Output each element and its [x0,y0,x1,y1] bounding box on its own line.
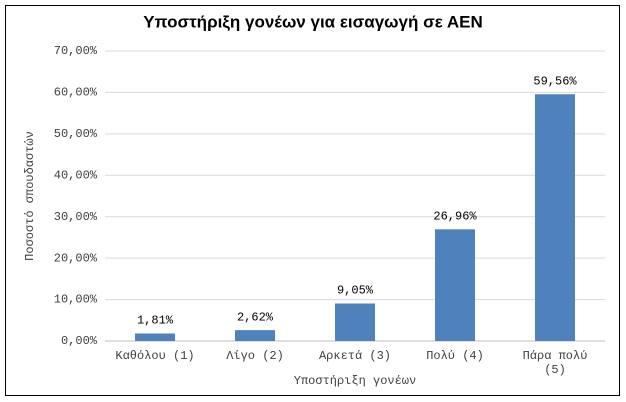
x-tick-label: Καθόλου (1) [115,349,195,363]
x-tick-label: Αρκετά (3) [318,349,391,363]
x-tick-label: Λίγο (2) [226,349,284,363]
y-tick-label: 70,00% [54,44,98,58]
x-tick-label-box: Καθόλου (1) [115,349,195,363]
data-label: 9,05% [337,284,374,298]
data-label: 59,56% [533,74,577,88]
chart-border [5,5,620,396]
x-tick-label-box: Λίγο (2) [226,349,284,363]
y-tick-label: 60,00% [54,86,98,100]
data-label: 2,62% [237,310,274,324]
bar [335,303,375,341]
x-axis-label: Υποστήριξη γονέων [294,374,416,388]
y-axis-label: Ποσοστό σπουδαστών [23,131,37,261]
x-tick-label: Πολύ (4) [426,349,484,363]
x-tick-label-box: Αρκετά (3) [318,349,391,363]
x-tick-label-box: Πάρα πολύ (5) [522,349,588,377]
bar [235,330,275,341]
x-tick-label-box: Πολύ (4) [426,349,484,363]
y-tick-label: 30,00% [54,210,98,224]
y-tick-label: 40,00% [54,168,98,182]
bar [435,229,475,341]
y-tick-label: 10,00% [54,293,98,307]
y-tick-label: 50,00% [54,127,98,141]
x-tick-label: Πάρα πολύ (5) [522,349,588,377]
data-label: 26,96% [433,209,477,223]
y-tick-label: 0,00% [61,334,98,348]
bar [135,333,175,341]
bar [535,94,575,341]
chart-title: Υποστήριξη γονέων για εισαγωγή σε ΑΕΝ [143,12,483,31]
y-tick-label: 20,00% [54,251,98,265]
data-label: 1,81% [137,314,174,328]
